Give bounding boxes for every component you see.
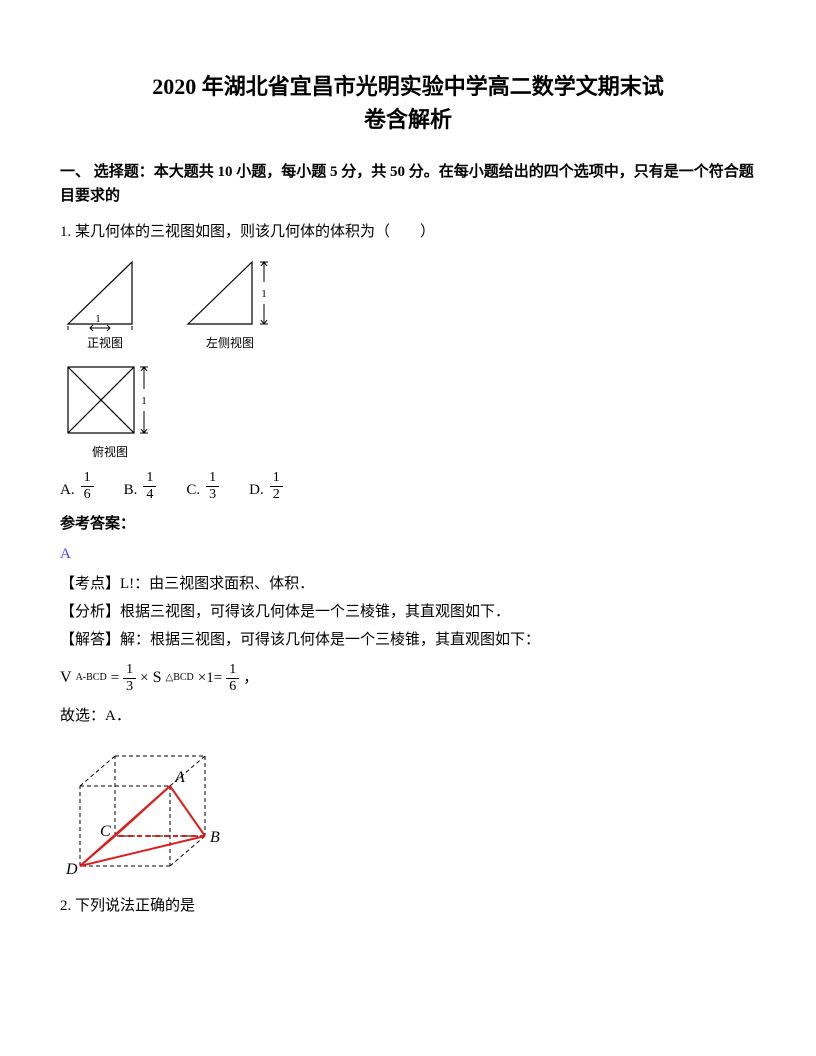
opt-c-frac: 1 3 [206, 470, 219, 502]
f-times1: × [140, 666, 148, 690]
q1-views-row1: 1 正视图 1 左侧视图 [60, 254, 756, 353]
opt-d-label: D. [249, 478, 264, 502]
front-view-svg: 1 [60, 254, 150, 332]
f-v: V [60, 665, 72, 691]
opt-a-label: A. [60, 478, 75, 502]
answer-value: A [60, 542, 756, 566]
svg-text:C: C [100, 823, 111, 840]
q1-fenxi: 【分析】根据三视图，可得该几何体是一个三棱锥，其直观图如下． [60, 600, 756, 624]
q1-kaodian: 【考点】L!：由三视图求面积、体积． [60, 572, 756, 596]
answer-label: 参考答案： [60, 512, 756, 536]
q1-option-c[interactable]: C. 1 3 [186, 470, 219, 502]
q2-text: 2. 下列说法正确的是 [60, 894, 756, 918]
page-title: 2020 年湖北省宜昌市光明实验中学高二数学文期末试 卷含解析 [60, 70, 756, 136]
side-view-label: 左侧视图 [206, 334, 254, 353]
f-vsub: A-BCD [76, 670, 107, 686]
svg-text:1: 1 [261, 288, 267, 300]
svg-text:B: B [210, 829, 220, 846]
opt-b-label: B. [124, 478, 138, 502]
front-view-block: 1 正视图 [60, 254, 150, 353]
f-tail: ， [243, 666, 258, 690]
title-line2: 卷含解析 [364, 107, 452, 132]
side-view-svg: 1 [180, 254, 280, 332]
f-ssub: △BCD [166, 670, 194, 686]
f-frac1: 1 3 [123, 662, 136, 694]
q1-guxuan: 故选：A． [60, 704, 756, 728]
f-eq1: = [111, 666, 119, 690]
f-s: S [153, 665, 162, 691]
q1-options: A. 1 6 B. 1 4 C. 1 3 D. 1 2 [60, 470, 756, 502]
side-view-block: 1 左侧视图 [180, 254, 280, 353]
q1-option-a[interactable]: A. 1 6 [60, 470, 94, 502]
section-1-header: 一、 选择题：本大题共 10 小题，每小题 5 分，共 50 分。在每小题给出的… [60, 160, 756, 208]
top-view-label: 俯视图 [92, 443, 128, 462]
top-view-svg: 1 [60, 359, 160, 441]
cube-diagram: A B C D [60, 736, 756, 886]
q1-views-row2: 1 俯视图 [60, 359, 756, 462]
q1-formula: V A-BCD = 1 3 × S △BCD ×1= 1 6 ， [60, 662, 756, 694]
f-frac2: 1 6 [226, 662, 239, 694]
opt-a-frac: 1 6 [81, 470, 94, 502]
q1-text: 1. 某几何体的三视图如图，则该几何体的体积为（ ） [60, 220, 756, 244]
q1-option-d[interactable]: D. 1 2 [249, 470, 283, 502]
opt-d-frac: 1 2 [270, 470, 283, 502]
q1-option-b[interactable]: B. 1 4 [124, 470, 157, 502]
svg-text:1: 1 [141, 395, 147, 407]
front-view-label: 正视图 [87, 334, 123, 353]
svg-text:D: D [65, 861, 78, 878]
f-t1: ×1= [198, 666, 222, 690]
opt-b-frac: 1 4 [143, 470, 156, 502]
svg-text:A: A [174, 769, 185, 786]
opt-c-label: C. [186, 478, 200, 502]
title-line1: 2020 年湖北省宜昌市光明实验中学高二数学文期末试 [152, 74, 664, 99]
top-view-block: 1 俯视图 [60, 359, 160, 462]
svg-text:1: 1 [95, 313, 101, 325]
q1-jieda: 【解答】解：根据三视图，可得该几何体是一个三棱锥，其直观图如下： [60, 628, 756, 652]
